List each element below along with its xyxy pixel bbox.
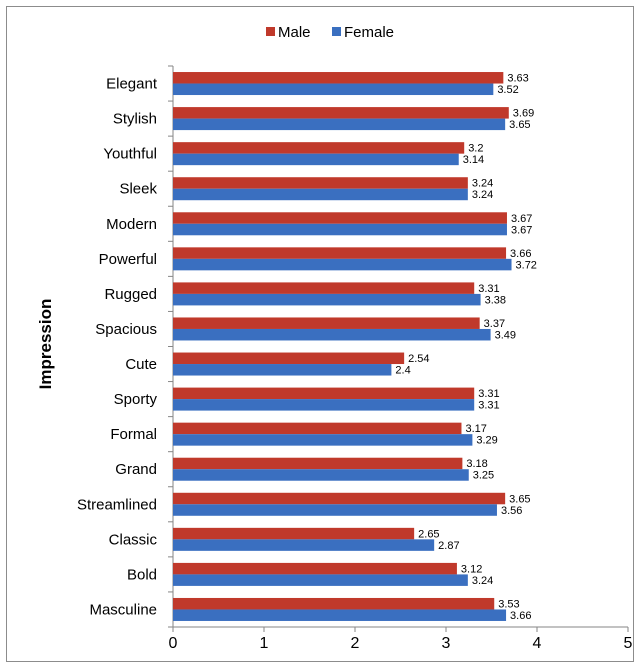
value-label-female: 3.25 (473, 470, 494, 482)
category-label: Modern (106, 216, 157, 233)
x-tick-label: 3 (442, 635, 451, 652)
value-label-male: 2.65 (418, 528, 439, 540)
value-label-female: 3.14 (463, 154, 484, 166)
x-tick-label: 0 (169, 635, 178, 652)
bar-male (173, 457, 463, 470)
bar-male (173, 107, 509, 119)
value-label-male: 3.65 (509, 493, 530, 505)
category-label: Rugged (104, 286, 157, 303)
value-label-male: 3.63 (507, 73, 528, 85)
value-label-male: 3.66 (510, 248, 531, 260)
bar-male (173, 177, 468, 189)
bar-female (173, 258, 512, 271)
legend-swatch-female (332, 27, 341, 36)
bar-female (173, 469, 469, 481)
category-label: Masculine (89, 601, 157, 618)
category-label: Elegant (106, 76, 158, 93)
bar-female (173, 539, 435, 551)
value-label-male: 3.31 (478, 388, 499, 400)
bar-male (173, 527, 415, 540)
bar-male (173, 317, 480, 329)
category-label: Grand (115, 461, 157, 478)
value-label-male: 3.69 (513, 108, 534, 120)
value-label-male: 3.67 (511, 213, 532, 225)
value-label-female: 3.31 (478, 400, 499, 412)
bar-male (173, 72, 504, 84)
value-label-male: 3.37 (484, 318, 505, 330)
value-label-female: 3.49 (495, 329, 516, 341)
bar-female (173, 609, 507, 621)
value-label-female: 2.4 (395, 365, 410, 377)
value-label-male: 3.2 (468, 143, 483, 155)
bar-female (173, 83, 494, 96)
bar-female (173, 118, 506, 131)
value-label-female: 2.87 (438, 540, 459, 552)
value-label-male: 2.54 (408, 353, 429, 365)
value-label-female: 3.52 (497, 84, 518, 96)
y-axis-title: Impression (36, 299, 55, 390)
bar-male (173, 282, 475, 294)
category-label: Spacious (95, 321, 157, 338)
category-label: Streamlined (77, 496, 157, 513)
value-label-male: 3.24 (472, 178, 493, 190)
bar-male (173, 562, 457, 575)
bar-female (173, 188, 468, 201)
legend-swatch-male (266, 27, 275, 36)
bar-female (173, 574, 468, 586)
value-label-female: 3.67 (511, 224, 532, 236)
bar-female (173, 328, 491, 341)
bar-male (173, 422, 462, 435)
bar-female (173, 504, 497, 516)
value-label-female: 3.29 (476, 435, 497, 447)
bar-male (173, 142, 465, 154)
bar-male (173, 247, 507, 259)
category-label: Sleek (119, 181, 157, 198)
value-label-female: 3.38 (485, 294, 506, 306)
category-label: Classic (109, 531, 158, 548)
bar-female (173, 399, 475, 411)
legend: Male Female (266, 24, 394, 41)
bar-female (173, 223, 507, 236)
bar-male (173, 352, 405, 365)
value-label-female: 3.24 (472, 189, 493, 201)
value-label-male: 3.53 (498, 598, 519, 610)
value-label-female: 3.56 (501, 505, 522, 517)
category-label: Youthful (103, 146, 157, 163)
value-label-female: 3.72 (516, 259, 537, 271)
bar-female (173, 364, 392, 376)
value-label-female: 3.65 (509, 119, 530, 131)
bar-male (173, 492, 506, 505)
bar-female (173, 434, 473, 446)
bar-female (173, 153, 459, 166)
value-label-female: 3.66 (510, 610, 531, 622)
category-label: Formal (110, 426, 157, 443)
category-label: Stylish (113, 111, 157, 128)
bar-female (173, 293, 481, 306)
value-label-male: 3.31 (478, 283, 499, 295)
x-tick-label: 5 (624, 635, 633, 652)
category-label: Bold (127, 566, 157, 583)
value-label-male: 3.12 (461, 563, 482, 575)
x-tick-label: 2 (351, 635, 360, 652)
legend-label-female: Female (344, 24, 394, 41)
category-label: Cute (125, 356, 157, 373)
bar-male (173, 387, 475, 400)
bar-male (173, 597, 495, 610)
x-tick-label: 1 (260, 635, 269, 652)
bar-male (173, 212, 507, 224)
category-label: Sporty (114, 391, 158, 408)
x-tick-label: 4 (533, 635, 542, 652)
value-label-female: 3.24 (472, 575, 493, 587)
value-label-male: 3.17 (465, 423, 486, 435)
category-label: Powerful (99, 251, 157, 268)
legend-label-male: Male (278, 24, 311, 41)
value-label-male: 3.18 (466, 458, 487, 470)
